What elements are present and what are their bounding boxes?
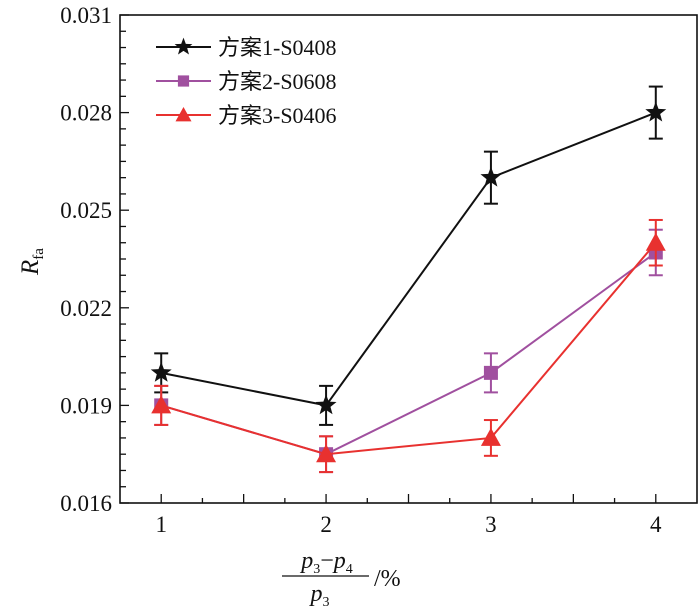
y-axis-title-main: R — [17, 260, 44, 276]
legend-label: 方案3-S0406 — [218, 103, 337, 128]
triangle-marker — [645, 232, 666, 251]
star-marker — [150, 361, 172, 382]
triangle-marker — [175, 107, 192, 122]
x-axis-title-numerator: p3−p4 — [299, 548, 353, 577]
triangle-marker — [316, 444, 337, 463]
y-axis-title-sub: fa — [31, 248, 47, 260]
y-tick-label: 0.031 — [60, 3, 112, 28]
y-tick-labels: 0.016 0.019 0.022 0.025 0.028 0.031 — [60, 3, 112, 516]
star-marker — [480, 166, 502, 187]
x-tick-label: 2 — [320, 512, 332, 537]
y-tick-label: 0.028 — [60, 101, 112, 126]
y-tick-label: 0.016 — [60, 491, 112, 516]
square-marker — [177, 75, 190, 87]
plot-frame — [119, 14, 698, 504]
series-line — [160, 242, 657, 456]
legend-label: 方案2-S0608 — [218, 69, 337, 94]
x-axis-title-denominator: p3 — [309, 581, 330, 610]
y-tick-label: 0.019 — [60, 393, 112, 418]
star-marker — [645, 101, 667, 122]
y-tick-label: 0.025 — [60, 198, 112, 223]
series-line — [161, 111, 657, 407]
y-tick-label: 0.022 — [60, 296, 112, 321]
legend-item: 方案1-S0408 — [156, 35, 337, 60]
star-marker — [174, 37, 193, 55]
triangle-marker — [151, 395, 172, 414]
legend-item: 方案3-S0406 — [156, 103, 337, 128]
legend-item: 方案2-S0608 — [156, 69, 337, 94]
star-marker — [315, 394, 337, 415]
x-tick-label: 3 — [485, 512, 497, 537]
series-line — [160, 251, 657, 456]
series-layer — [150, 85, 667, 474]
x-tick-label: 4 — [650, 512, 662, 537]
axis-ticks — [120, 14, 657, 504]
legend: 方案1-S0408 方案2-S0608 方案3-S0406 — [156, 35, 337, 128]
y-axis-title: Rfa — [17, 248, 47, 276]
x-tick-label: 1 — [155, 512, 167, 537]
x-axis-title: p3−p4 p3 /% — [282, 548, 401, 610]
x-tick-labels: 1 2 3 4 — [155, 512, 662, 537]
square-marker — [483, 365, 498, 380]
series-3 — [151, 218, 666, 474]
x-axis-title-unit: /% — [374, 566, 401, 592]
triangle-marker — [480, 427, 501, 446]
series-1 — [150, 85, 667, 426]
legend-label: 方案1-S0408 — [218, 35, 337, 60]
series-2 — [154, 228, 663, 474]
